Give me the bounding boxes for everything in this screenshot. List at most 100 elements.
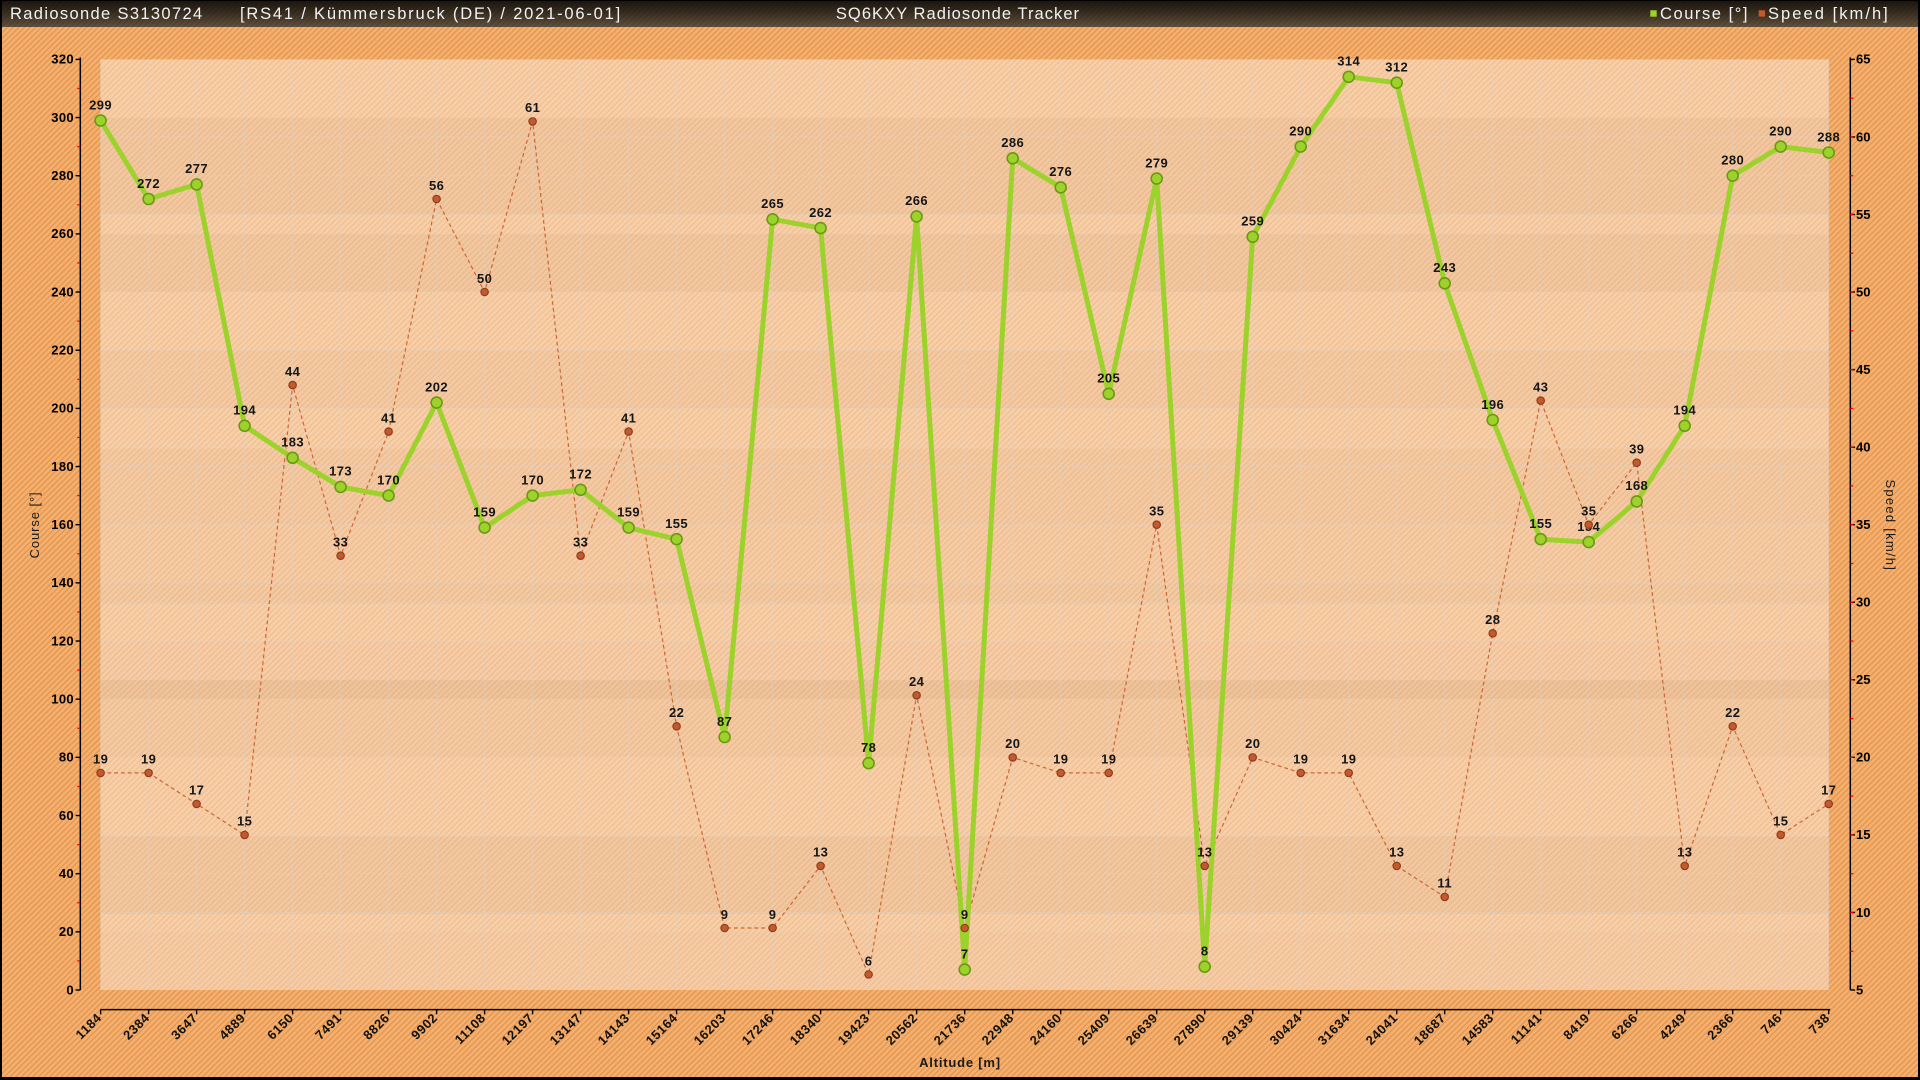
svg-text:20: 20 (1005, 736, 1020, 751)
svg-text:20: 20 (1245, 736, 1260, 751)
svg-text:120: 120 (51, 633, 74, 648)
svg-text:35: 35 (1149, 504, 1164, 519)
svg-text:200: 200 (51, 401, 74, 416)
svg-text:61: 61 (525, 100, 540, 115)
svg-text:43: 43 (1533, 379, 1548, 394)
svg-text:44: 44 (285, 364, 301, 379)
svg-text:60: 60 (1856, 129, 1870, 144)
svg-text:15: 15 (1856, 827, 1870, 842)
svg-text:50: 50 (477, 271, 492, 286)
svg-text:30: 30 (1856, 595, 1870, 610)
svg-text:40: 40 (59, 866, 74, 881)
svg-text:33: 33 (333, 535, 348, 550)
svg-text:Speed [km/h]: Speed [km/h] (1883, 479, 1898, 571)
svg-text:Course [°]: Course [°] (27, 491, 42, 558)
svg-text:320: 320 (51, 52, 74, 67)
svg-text:SQ6KXY Radiosonde Tracker: SQ6KXY Radiosonde Tracker (836, 5, 1080, 23)
svg-text:11: 11 (1437, 876, 1452, 891)
svg-text:173: 173 (329, 464, 352, 479)
svg-text:155: 155 (665, 516, 688, 531)
svg-text:160: 160 (51, 517, 74, 532)
svg-text:265: 265 (761, 196, 784, 211)
svg-text:22: 22 (669, 705, 684, 720)
svg-text:194: 194 (1673, 403, 1696, 418)
svg-text:170: 170 (377, 472, 400, 487)
svg-text:243: 243 (1433, 260, 1456, 275)
svg-text:9: 9 (721, 907, 729, 922)
svg-text:279: 279 (1145, 155, 1168, 170)
svg-text:20: 20 (59, 924, 74, 939)
svg-text:220: 220 (51, 343, 74, 358)
svg-text:290: 290 (1769, 123, 1792, 138)
svg-text:159: 159 (473, 504, 496, 519)
svg-text:65: 65 (1856, 52, 1870, 67)
svg-text:312: 312 (1385, 60, 1408, 75)
svg-text:172: 172 (569, 467, 592, 482)
svg-text:168: 168 (1625, 478, 1648, 493)
svg-text:280: 280 (1721, 153, 1744, 168)
svg-text:19: 19 (1101, 752, 1116, 767)
svg-text:15: 15 (237, 814, 252, 829)
svg-text:0: 0 (66, 982, 74, 997)
svg-text:276: 276 (1049, 164, 1072, 179)
svg-text:314: 314 (1337, 54, 1360, 69)
svg-text:19: 19 (1293, 752, 1308, 767)
svg-text:8: 8 (1201, 944, 1209, 959)
svg-text:20: 20 (1856, 750, 1870, 765)
svg-text:40: 40 (1856, 439, 1870, 454)
svg-text:300: 300 (51, 110, 74, 125)
svg-text:9: 9 (961, 907, 969, 922)
svg-text:280: 280 (51, 168, 74, 183)
svg-text:78: 78 (861, 740, 876, 755)
svg-text:13: 13 (1389, 845, 1404, 860)
svg-text:13: 13 (1197, 845, 1212, 860)
svg-text:259: 259 (1241, 214, 1264, 229)
svg-text:272: 272 (137, 176, 160, 191)
svg-text:9: 9 (769, 907, 777, 922)
svg-text:5: 5 (1856, 982, 1863, 997)
svg-text:10: 10 (1856, 905, 1870, 920)
svg-text:260: 260 (51, 226, 74, 241)
svg-text:266: 266 (905, 193, 928, 208)
svg-text:288: 288 (1817, 129, 1840, 144)
svg-text:80: 80 (59, 750, 74, 765)
svg-text:196: 196 (1481, 397, 1504, 412)
svg-text:24: 24 (909, 674, 925, 689)
svg-text:277: 277 (185, 161, 208, 176)
svg-text:17: 17 (1821, 783, 1836, 798)
svg-text:205: 205 (1097, 371, 1120, 386)
svg-text:194: 194 (233, 403, 256, 418)
svg-text:240: 240 (51, 284, 74, 299)
svg-text:183: 183 (281, 435, 304, 450)
svg-text:33: 33 (573, 535, 588, 550)
svg-text:7: 7 (961, 946, 969, 961)
svg-text:19: 19 (1341, 752, 1356, 767)
svg-text:Speed [km/h]: Speed [km/h] (1768, 5, 1890, 23)
svg-text:35: 35 (1581, 504, 1596, 519)
svg-text:180: 180 (51, 459, 74, 474)
svg-text:22: 22 (1725, 705, 1740, 720)
svg-text:35: 35 (1856, 517, 1870, 532)
svg-text:[RS41 / Kümmersbruck (DE) / 20: [RS41 / Kümmersbruck (DE) / 2021-06-01] (240, 5, 622, 23)
svg-text:290: 290 (1289, 123, 1312, 138)
svg-text:87: 87 (717, 714, 732, 729)
svg-text:299: 299 (89, 97, 112, 112)
svg-text:262: 262 (809, 205, 832, 220)
svg-text:60: 60 (59, 808, 74, 823)
svg-text:41: 41 (621, 410, 636, 425)
svg-text:25: 25 (1856, 672, 1870, 687)
svg-text:19: 19 (93, 752, 108, 767)
svg-text:170: 170 (521, 472, 544, 487)
svg-text:19: 19 (141, 752, 156, 767)
svg-text:13: 13 (813, 845, 828, 860)
svg-text:140: 140 (51, 575, 74, 590)
svg-text:19: 19 (1053, 752, 1068, 767)
svg-text:45: 45 (1856, 362, 1870, 377)
svg-text:17: 17 (189, 783, 204, 798)
svg-text:28: 28 (1485, 612, 1500, 627)
svg-text:159: 159 (617, 504, 640, 519)
svg-text:50: 50 (1856, 284, 1870, 299)
svg-text:155: 155 (1529, 516, 1552, 531)
svg-text:41: 41 (381, 410, 396, 425)
svg-text:202: 202 (425, 379, 448, 394)
